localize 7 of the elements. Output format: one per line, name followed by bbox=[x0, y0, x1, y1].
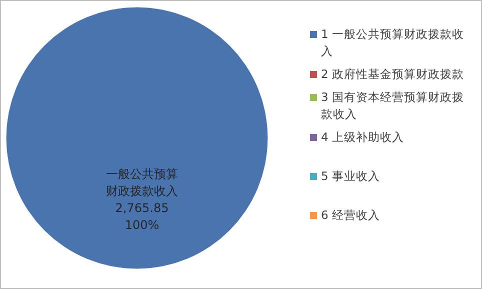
data-label: 一般公共预算财政拨款收入 2,765.85 100% bbox=[105, 166, 179, 234]
legend-label: 2 政府性基金预算财政拨款 bbox=[321, 66, 464, 83]
legend-label: 4 上级补助收入 bbox=[321, 129, 404, 146]
legend-label: 6 经营收入 bbox=[321, 207, 380, 224]
legend-label: 3 国有资本经营预算财政拨款收入 bbox=[321, 89, 465, 123]
legend-label: 5 事业收入 bbox=[321, 168, 380, 185]
legend-label: 1 一般公共预算财政拨款收入 bbox=[321, 26, 465, 60]
